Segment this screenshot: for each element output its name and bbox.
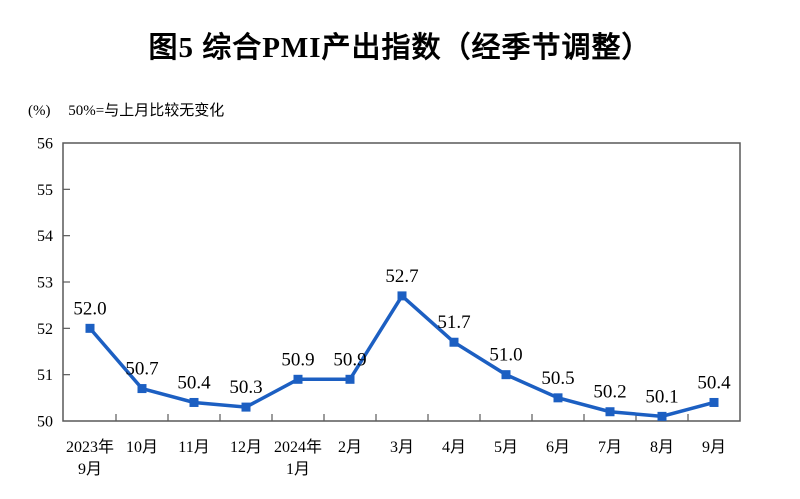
data-point-marker (85, 323, 95, 333)
data-point-label: 50.5 (541, 368, 574, 389)
y-axis-tick-label: 53 (37, 275, 53, 292)
data-point-label: 50.3 (229, 377, 262, 398)
x-axis-label: 1月 (286, 461, 310, 478)
y-axis-tick-label: 52 (37, 321, 53, 338)
data-point-marker (241, 402, 251, 412)
data-point-label: 50.7 (125, 359, 158, 380)
data-point-label: 51.0 (489, 345, 522, 366)
x-axis-label: 11月 (178, 439, 209, 456)
x-axis-label: 5月 (494, 439, 518, 456)
data-point-label: 51.7 (437, 312, 470, 333)
data-point-label: 50.9 (281, 349, 314, 370)
data-point-marker (657, 411, 667, 421)
y-axis-tick-label: 51 (37, 367, 53, 384)
data-point-label: 50.4 (697, 372, 731, 393)
y-axis-tick-label: 55 (37, 182, 53, 199)
y-axis-tick-label: 54 (37, 228, 53, 245)
x-axis-label: 12月 (230, 439, 262, 456)
x-axis-label: 2023年 (66, 438, 114, 456)
data-point-label: 52.7 (385, 266, 418, 287)
data-point-label: 52.0 (73, 298, 106, 319)
y-axis-unit-label: (%) (28, 103, 51, 119)
x-axis-label: 8月 (650, 439, 674, 456)
data-point-marker (293, 374, 303, 384)
x-axis-label: 9月 (78, 461, 102, 478)
data-point-marker (553, 393, 563, 403)
data-point-marker (709, 397, 719, 407)
x-axis-label: 3月 (390, 439, 414, 456)
data-point-marker (189, 397, 199, 407)
data-point-marker (137, 384, 147, 394)
data-point-marker (449, 337, 459, 347)
data-point-marker (397, 291, 407, 301)
data-point-marker (605, 407, 615, 417)
data-point-label: 50.2 (593, 382, 626, 403)
data-point-marker (345, 374, 355, 384)
chart-title: 图5 综合PMI产出指数（经季节调整） (148, 32, 652, 64)
axis-unit-note: (%) 50%=与上月比较无变化 (28, 99, 224, 120)
reference-line-note: 50%=与上月比较无变化 (68, 103, 225, 119)
x-axis-label: 10月 (126, 439, 158, 456)
y-axis-tick-label: 50 (37, 414, 53, 431)
x-axis-label: 2月 (338, 439, 362, 456)
data-point-marker (501, 370, 511, 380)
x-axis-label: 7月 (598, 439, 622, 456)
x-axis-label: 2024年 (274, 438, 322, 456)
y-axis-tick-label: 56 (37, 136, 53, 153)
x-axis-label: 9月 (702, 439, 726, 456)
data-point-label: 50.4 (177, 372, 211, 393)
x-axis-label: 4月 (442, 439, 466, 456)
x-axis-label: 6月 (546, 439, 570, 456)
data-point-label: 50.1 (645, 386, 678, 407)
data-point-label: 50.9 (333, 349, 366, 370)
